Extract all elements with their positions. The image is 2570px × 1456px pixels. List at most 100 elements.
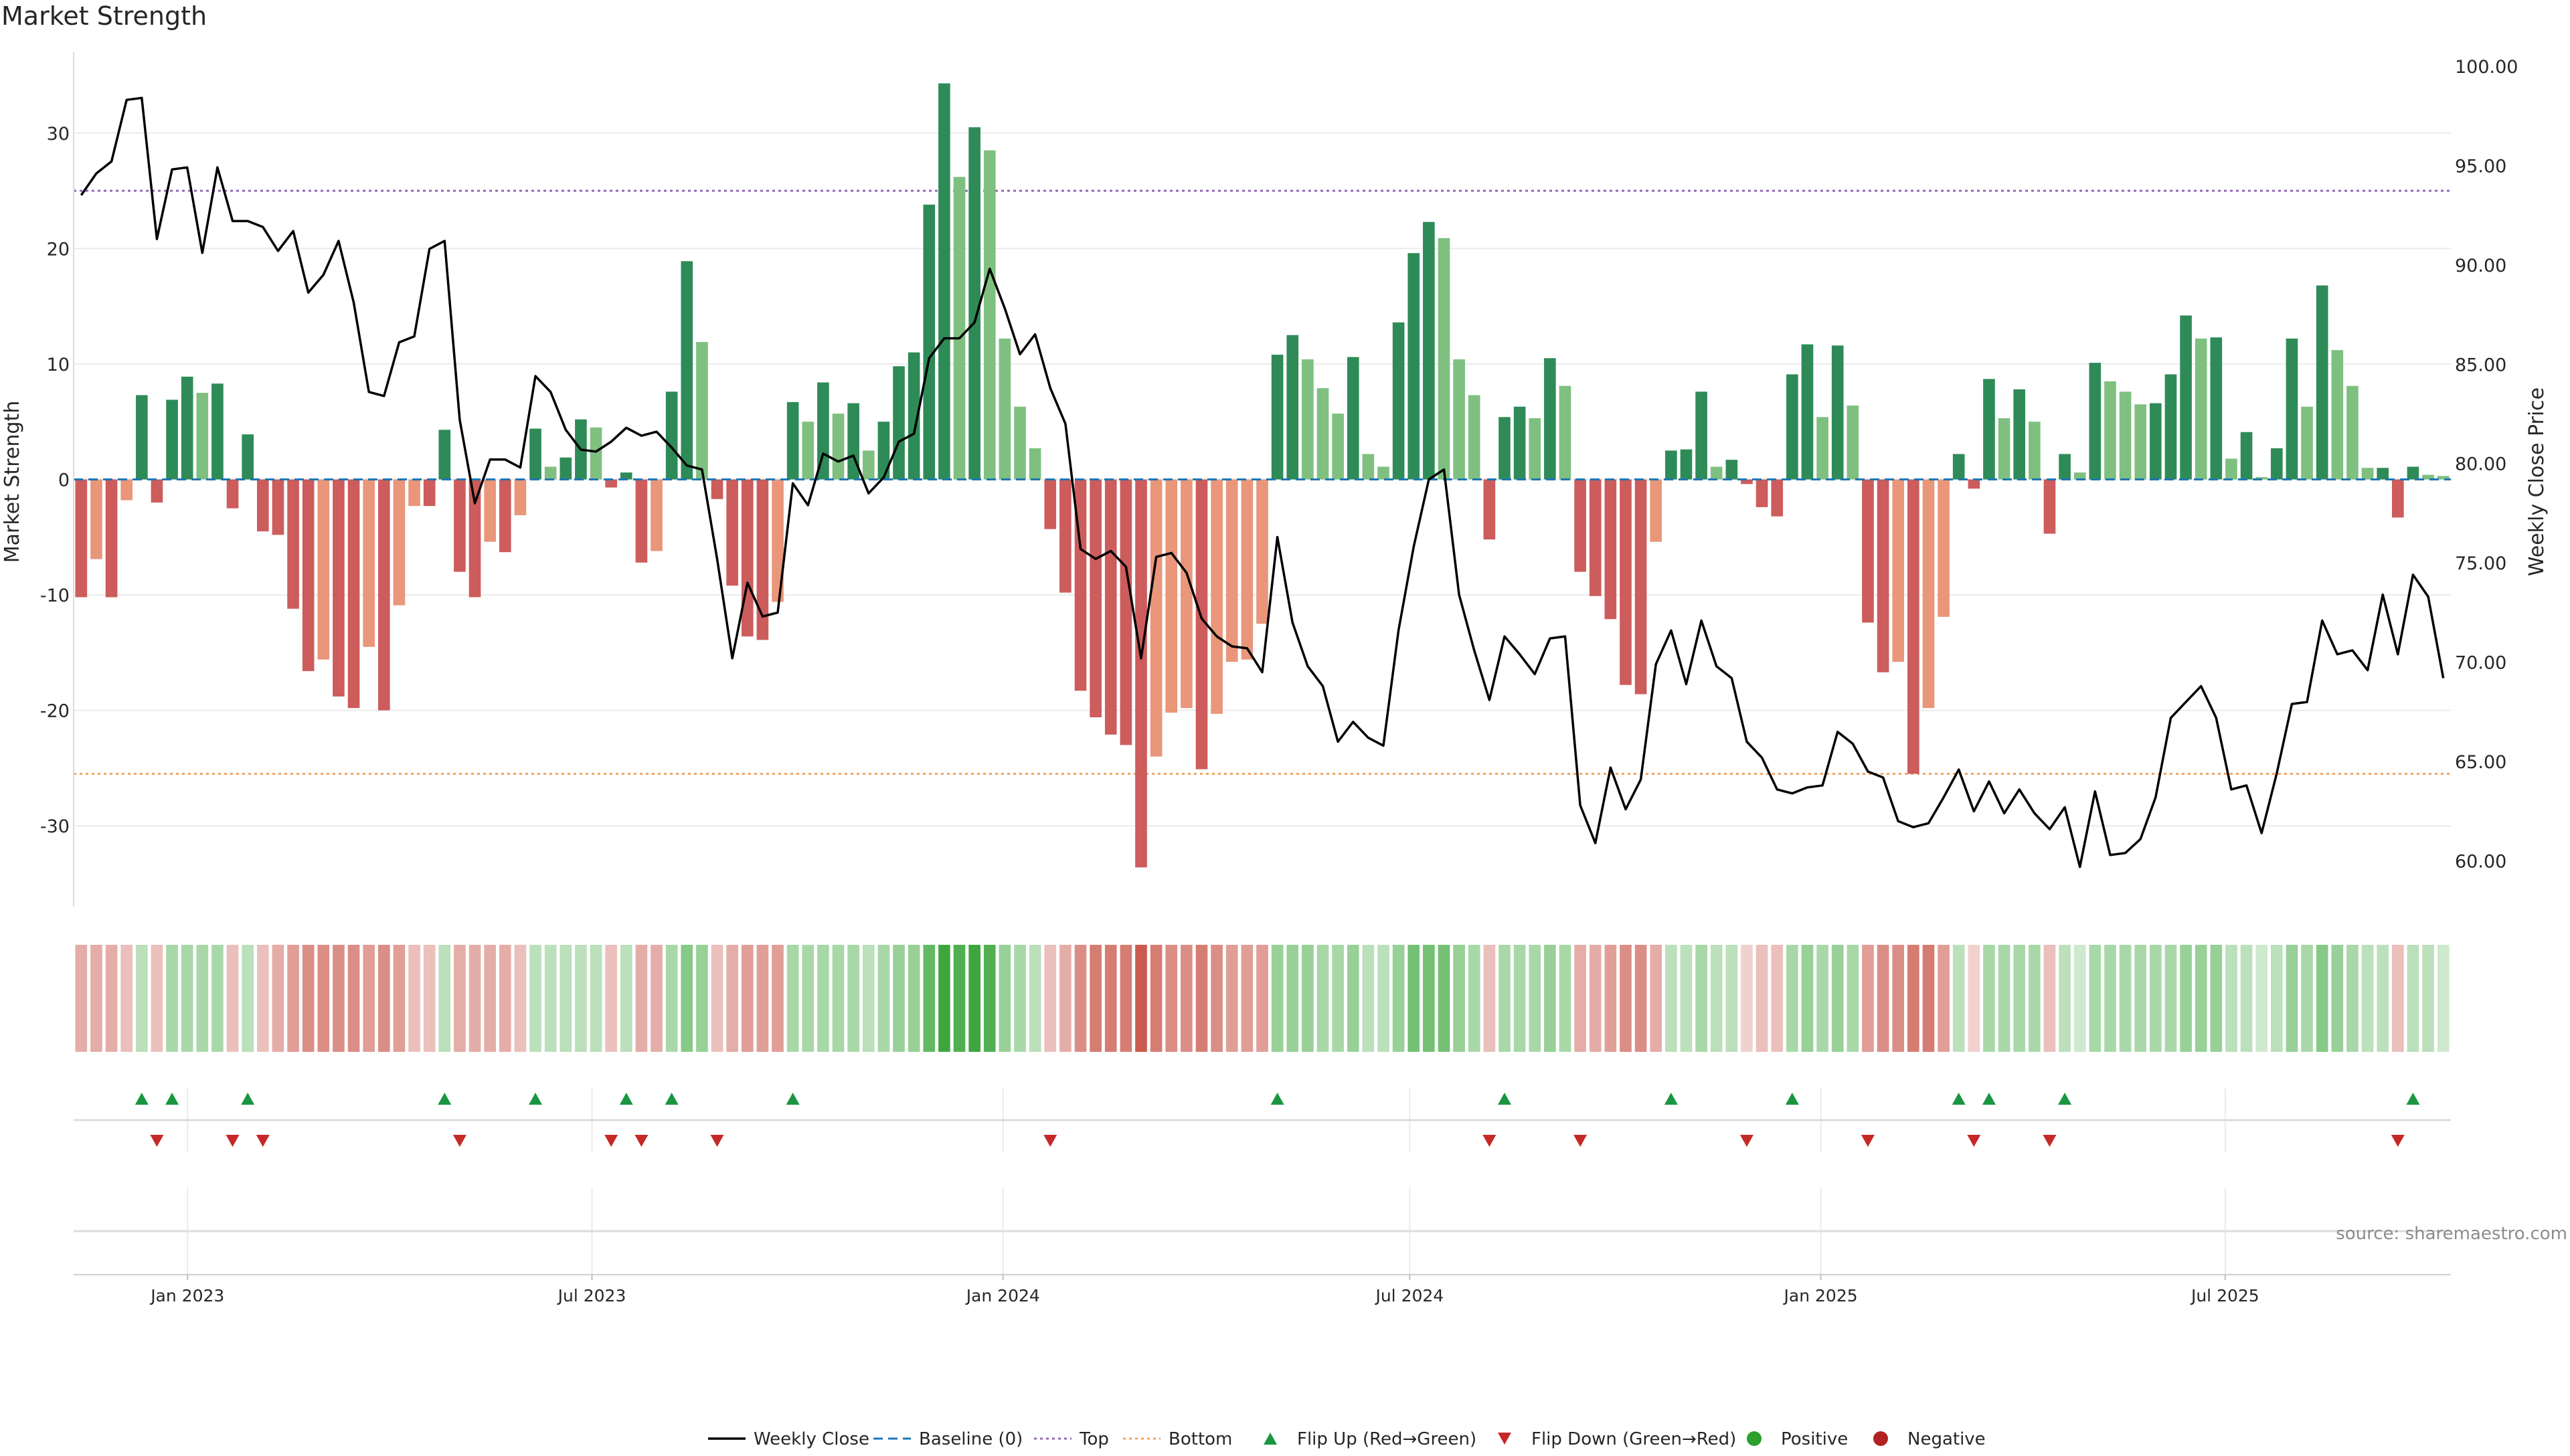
strength-bar: [923, 204, 936, 480]
heatmap-cell: [983, 945, 996, 1052]
strength-bar: [1998, 418, 2010, 480]
strength-bar: [1014, 406, 1026, 480]
x-tick-label: Jul 2023: [557, 1286, 626, 1305]
heatmap-cell: [1286, 945, 1299, 1052]
y2-tick-label: 60.00: [2455, 852, 2506, 873]
heatmap-cell: [2104, 945, 2116, 1052]
x-tick-labels: Jan 2023 Jul 2023 Jan 2024 Jul 2024 Jan 2025…: [149, 1275, 2259, 1305]
heatmap-cell: [938, 945, 950, 1052]
strength-bar: [772, 479, 784, 602]
strength-bar: [1816, 417, 1828, 480]
heatmap-cell: [2346, 945, 2359, 1052]
flip-up-marker: [529, 1093, 543, 1105]
legend-label: Negative: [1907, 1429, 1986, 1449]
legend-negative-icon: [1873, 1431, 1888, 1446]
flip-down-marker: [634, 1135, 649, 1147]
heatmap-cell: [1725, 945, 1738, 1052]
flip-up-marker: [786, 1093, 800, 1105]
strength-bar: [2270, 448, 2283, 480]
heatmap-cell: [802, 945, 815, 1052]
heatmap-cell: [1847, 945, 1859, 1052]
flip-up-marker: [1497, 1093, 1511, 1105]
strength-bar: [2240, 432, 2253, 480]
strength-bar: [181, 376, 193, 480]
heatmap-cell: [832, 945, 845, 1052]
y2-axis-label: Weekly Close Price: [2525, 387, 2549, 576]
flip-up-marker: [241, 1093, 255, 1105]
market-strength-chart: -30 -20 -10 0 10 20 30 60.00 65.00 70.00 75.00 80.…: [1, 52, 2567, 1305]
strength-bar: [1211, 479, 1223, 714]
heatmap-cell: [1468, 945, 1480, 1052]
strength-bar: [2150, 403, 2162, 480]
heatmap-cell: [2331, 945, 2344, 1052]
y2-tick-labels: 60.00 65.00 70.00 75.00 80.00 85.00 90.00 95.00…: [2455, 57, 2518, 873]
heatmap-cell: [1922, 945, 1935, 1052]
heatmap-cell: [560, 945, 572, 1052]
strength-bar: [2301, 406, 2313, 480]
strength-bar: [2119, 391, 2132, 480]
heatmap-cell: [2437, 945, 2450, 1052]
heatmap-cell: [2391, 945, 2404, 1052]
heatmap-cell: [347, 945, 360, 1052]
heatmap-cell: [1892, 945, 1905, 1052]
strength-bar: [1725, 460, 1738, 480]
strength-bar: [1090, 479, 1102, 717]
threshold-lines: [74, 189, 2451, 776]
strength-bar: [2180, 315, 2192, 480]
flip-down-marker: [256, 1135, 270, 1147]
strength-bar: [1786, 374, 1798, 480]
heatmap-cell: [651, 945, 663, 1052]
heatmap-cell: [1225, 945, 1238, 1052]
strength-bar: [333, 479, 345, 697]
strength-bar: [1862, 479, 1874, 623]
strength-bar: [635, 479, 648, 563]
heatmap-cell: [408, 945, 420, 1052]
strength-bar: [1407, 253, 1420, 480]
heatmap-cell: [454, 945, 466, 1052]
strength-bar: [1241, 479, 1254, 660]
heatmap-cell: [1362, 945, 1375, 1052]
heatmap-cell: [877, 945, 890, 1052]
heatmap-cell: [711, 945, 723, 1052]
heatmap-cell: [968, 945, 980, 1052]
heatmap-cell: [2361, 945, 2374, 1052]
strength-bar: [1423, 221, 1435, 480]
x-tick-label: Jan 2023: [149, 1286, 224, 1305]
strength-bar: [2346, 385, 2359, 480]
heatmap-cell: [908, 945, 920, 1052]
strength-bar: [2073, 472, 2086, 480]
flip-up-marker: [135, 1093, 149, 1105]
strength-bar: [2134, 404, 2147, 480]
heatmap-cell: [726, 945, 738, 1052]
strength-bar: [317, 479, 330, 660]
heatmap-cell: [1090, 945, 1102, 1052]
strength-bar: [1513, 406, 1526, 480]
chart-title: Market Strength: [1, 1, 207, 31]
strength-bar: [1604, 479, 1617, 620]
strength-bar: [226, 479, 239, 509]
heatmap-cell: [1665, 945, 1677, 1052]
flip-down-marker: [1573, 1135, 1588, 1147]
strength-bar: [302, 479, 315, 671]
strength-bar: [665, 391, 678, 480]
heatmap-cell: [1741, 945, 1753, 1052]
flip-down-marker: [604, 1135, 618, 1147]
heatmap-cell: [575, 945, 587, 1052]
strength-bar: [968, 127, 980, 480]
heatmap-cell: [1302, 945, 1314, 1052]
heatmap-cell: [226, 945, 239, 1052]
strength-bar: [1559, 385, 1571, 480]
strength-bar: [1044, 479, 1057, 529]
source-note: source: sharemaestro.com: [2336, 1224, 2567, 1244]
heatmap-cell: [1968, 945, 1980, 1052]
strength-bar: [1302, 359, 1314, 480]
strength-bar: [726, 479, 738, 586]
strength-bar: [1589, 479, 1602, 596]
strength-bar: [2043, 479, 2056, 534]
heatmap-cell: [135, 945, 148, 1052]
strength-bar: [1574, 479, 1586, 572]
heatmap-cell: [2195, 945, 2207, 1052]
legend-flip-down-icon: [1498, 1433, 1511, 1445]
strength-bar: [1316, 388, 1329, 480]
heatmap-cell: [166, 945, 178, 1052]
